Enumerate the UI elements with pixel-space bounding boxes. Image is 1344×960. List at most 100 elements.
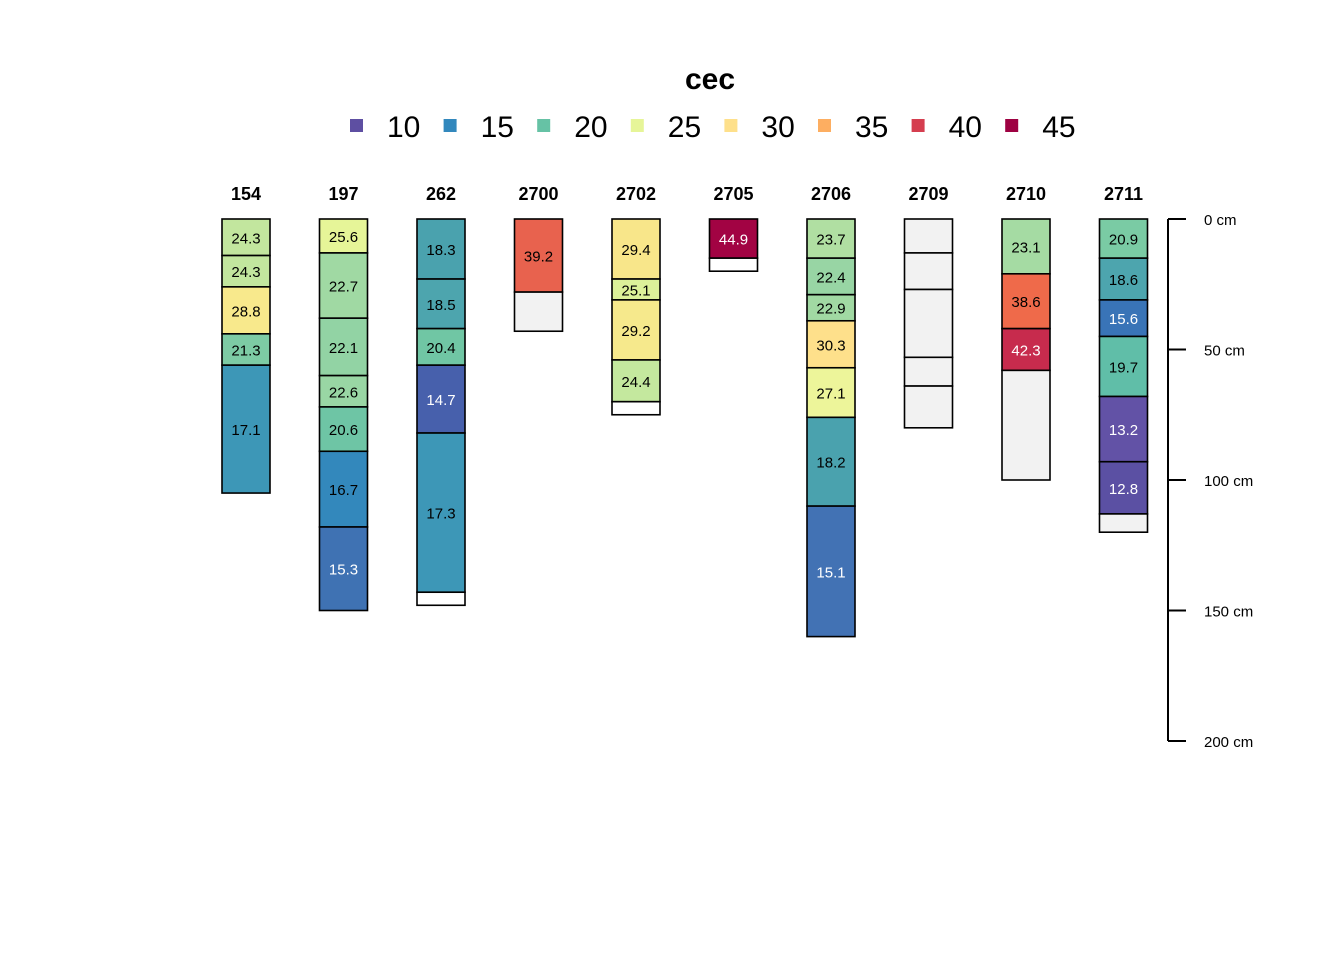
horizon-value: 20.9 [1109, 232, 1138, 249]
horizon-value: 13.2 [1109, 422, 1138, 439]
profile-2705: 2705 44.9 [708, 184, 759, 272]
horizon-value: 15.3 [329, 562, 358, 579]
profile-label: 2709 [908, 184, 948, 204]
profile-label: 2700 [518, 184, 558, 204]
profile-label: 2705 [713, 184, 753, 204]
horizon [611, 299, 661, 361]
horizon-value: 15.6 [1109, 311, 1138, 328]
depth-tick-label: 200 cm [1204, 734, 1253, 751]
legend-swatch [724, 119, 738, 132]
horizon-value: 22.6 [329, 384, 358, 401]
legend-label: 15 [481, 111, 514, 144]
horizon [318, 526, 369, 612]
profile-label: 2706 [811, 184, 851, 204]
horizon-value: 23.1 [1011, 239, 1040, 256]
horizon [318, 317, 369, 377]
legend-label: 30 [761, 111, 794, 144]
horizon [1001, 218, 1051, 275]
horizon-value: 17.3 [426, 506, 455, 523]
horizon [611, 218, 661, 280]
profiles: 154 24.3 24.3 28.8 21.3 17.1 197 25.6 22.7 22.1 22… [221, 184, 1149, 638]
chart-title: cec [685, 63, 735, 96]
depth-tick-label: 50 cm [1204, 343, 1245, 360]
legend-swatch [350, 119, 363, 132]
horizon-value: 22.1 [329, 340, 358, 357]
horizon-value: 20.6 [329, 422, 358, 439]
profile-label: 2710 [1006, 184, 1046, 204]
legend-swatch [443, 119, 457, 132]
legend-label: 25 [668, 111, 701, 144]
horizon [806, 416, 856, 507]
legend-label: 20 [574, 111, 607, 144]
profile-262: 262 18.3 18.5 20.4 14.7 17.3 [416, 184, 466, 607]
horizon-value: 22.9 [816, 301, 845, 318]
horizon [416, 432, 466, 594]
horizon [611, 359, 661, 403]
profile-label: 262 [426, 184, 456, 204]
depth-tick-label: 100 cm [1204, 473, 1253, 490]
profile-label: 2702 [616, 184, 656, 204]
horizon-value: 20.4 [426, 340, 455, 357]
horizon-value: 30.3 [816, 337, 845, 354]
legend-swatch [537, 119, 551, 132]
legend-swatch [630, 119, 644, 132]
horizon-value: 12.8 [1109, 481, 1138, 498]
horizon-value: 25.1 [621, 282, 650, 299]
horizon-value: 14.7 [426, 392, 455, 409]
horizon-value: 29.4 [621, 242, 650, 259]
horizon [806, 257, 856, 296]
horizon [1098, 335, 1149, 398]
horizon-value: 44.9 [719, 232, 748, 249]
horizon [806, 218, 856, 259]
horizon [221, 364, 271, 494]
profile-2709: 2709 [903, 184, 954, 429]
depth-tick-label: 150 cm [1204, 604, 1253, 621]
horizon-value: 15.1 [816, 564, 845, 581]
horizon-value: 17.1 [231, 422, 260, 439]
horizon-value: 24.3 [231, 230, 260, 247]
horizon-value: 16.7 [329, 482, 358, 499]
horizon-value: 22.4 [816, 269, 845, 286]
horizon-value: 24.3 [231, 264, 260, 281]
horizon [903, 356, 954, 387]
horizon [1001, 369, 1051, 481]
depth-axis: 0 cm 50 cm 100 cm 150 cm 200 cm [1167, 212, 1253, 751]
horizon [806, 366, 856, 419]
horizon-value: 28.8 [231, 303, 260, 320]
horizon-value: 29.2 [621, 323, 650, 340]
depth-tick-label: 0 cm [1204, 212, 1237, 229]
horizon [611, 400, 661, 416]
horizon-value: 21.3 [231, 343, 260, 360]
horizon [416, 278, 466, 330]
profile-2706: 2706 23.7 22.4 22.9 30.3 27.1 18.2 15.1 [806, 184, 856, 638]
horizon [806, 319, 856, 369]
profile-2711: 2711 20.9 18.6 15.6 19.7 13.2 12.8 [1098, 184, 1149, 533]
horizon [221, 333, 271, 366]
legend: 10 15 20 25 30 35 40 45 [350, 111, 1076, 144]
horizon-value: 18.5 [426, 297, 455, 314]
horizon [318, 450, 369, 528]
legend-swatch [1005, 119, 1019, 132]
horizon [513, 291, 564, 333]
profile-2702: 2702 29.4 25.1 29.2 24.4 [611, 184, 661, 416]
horizon [708, 257, 759, 272]
horizon [416, 364, 466, 434]
horizon-value: 24.4 [621, 374, 650, 391]
horizon-value: 22.7 [329, 279, 358, 296]
profile-2700: 2700 39.2 [513, 184, 564, 333]
horizon [806, 293, 856, 322]
horizon [1098, 257, 1149, 301]
horizon-value: 19.7 [1109, 359, 1138, 376]
horizon [903, 218, 954, 254]
horizon-value: 27.1 [816, 386, 845, 403]
horizon [806, 505, 856, 638]
horizon-value: 18.6 [1109, 272, 1138, 289]
horizon-value: 23.7 [816, 232, 845, 249]
horizon [1098, 460, 1149, 515]
legend-label: 35 [855, 111, 888, 144]
horizon [318, 218, 369, 254]
profile-2710: 2710 23.1 38.6 42.3 [1001, 184, 1051, 481]
profile-label: 154 [231, 184, 261, 204]
horizon [416, 591, 466, 607]
